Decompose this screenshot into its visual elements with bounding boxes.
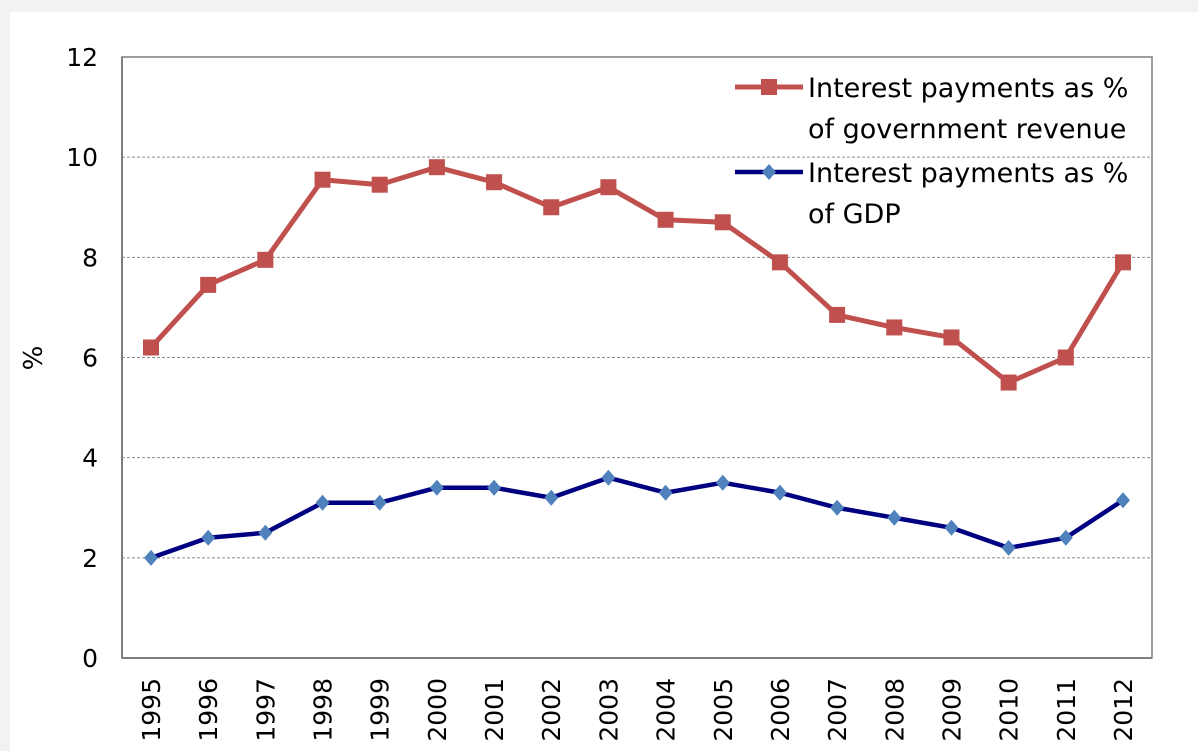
axes bbox=[121, 56, 1153, 659]
data-point bbox=[829, 306, 846, 323]
data-point bbox=[1057, 349, 1074, 366]
series-2 bbox=[144, 469, 1130, 566]
data-point bbox=[658, 484, 673, 501]
y-tick-label: 10 bbox=[66, 143, 98, 172]
y-tick-label: 12 bbox=[66, 43, 98, 72]
x-tick-label: 2010 bbox=[995, 678, 1024, 742]
legend-entry-2: Interest payments as % of GDP bbox=[735, 158, 1128, 230]
data-point bbox=[143, 339, 159, 356]
x-tick-label: 2012 bbox=[1109, 678, 1138, 742]
data-point bbox=[1116, 492, 1130, 509]
legend-marker bbox=[761, 79, 777, 95]
data-point bbox=[486, 174, 503, 191]
legend: Interest payments as % of government reve… bbox=[735, 73, 1128, 230]
x-tick-label: 2000 bbox=[423, 678, 452, 742]
series-line bbox=[149, 164, 1126, 386]
data-point bbox=[1115, 254, 1131, 271]
x-tick-label: 2004 bbox=[652, 678, 681, 742]
data-point bbox=[543, 199, 560, 216]
series-group bbox=[143, 159, 1131, 566]
data-point bbox=[1001, 539, 1016, 556]
data-point bbox=[772, 484, 787, 501]
y-tick-label: 8 bbox=[82, 243, 98, 272]
x-tick-label: 1999 bbox=[366, 678, 395, 742]
data-point bbox=[429, 479, 444, 496]
legend-marker bbox=[762, 164, 776, 180]
x-tick-label: 1995 bbox=[137, 678, 166, 742]
x-tick-labels: 1995 1996 1997 1998 1999 2000 2001 2002 2003 2004… bbox=[137, 678, 1138, 742]
gridlines bbox=[122, 156, 1152, 559]
x-tick-label: 1997 bbox=[251, 678, 280, 742]
data-point bbox=[257, 251, 274, 268]
x-tick-label: 2007 bbox=[823, 678, 852, 742]
data-point bbox=[428, 159, 445, 176]
x-tick-label: 2008 bbox=[880, 678, 909, 742]
data-point bbox=[715, 474, 730, 491]
series-line bbox=[150, 475, 1125, 560]
data-point bbox=[315, 494, 330, 511]
legend-label: of government revenue bbox=[808, 114, 1126, 145]
data-point bbox=[1058, 529, 1073, 546]
y-tick-label: 4 bbox=[82, 444, 98, 473]
y-tick-label: 6 bbox=[82, 344, 98, 373]
data-point bbox=[487, 479, 502, 496]
x-tick-label: 2005 bbox=[709, 678, 738, 742]
legend-label: Interest payments as % bbox=[808, 158, 1128, 189]
data-point bbox=[944, 519, 959, 536]
y-tick-label: 2 bbox=[82, 544, 98, 573]
data-point bbox=[201, 529, 216, 546]
data-point bbox=[601, 469, 616, 486]
y-tick-label: 0 bbox=[82, 644, 98, 673]
data-point bbox=[144, 549, 158, 566]
x-tick-label: 2003 bbox=[594, 678, 623, 742]
data-point bbox=[771, 254, 788, 271]
data-point bbox=[943, 329, 960, 346]
y-tick-labels: 0 2 4 6 8 10 12 bbox=[66, 43, 98, 673]
data-point bbox=[887, 509, 902, 526]
x-tick-label: 2006 bbox=[766, 678, 795, 742]
data-point bbox=[372, 494, 387, 511]
x-tick-label: 1998 bbox=[309, 678, 338, 742]
data-point bbox=[830, 499, 845, 516]
data-point bbox=[544, 489, 559, 506]
data-point bbox=[258, 524, 273, 541]
series-1 bbox=[143, 159, 1131, 391]
x-tick-label: 2001 bbox=[480, 678, 509, 742]
legend-label: Interest payments as % bbox=[808, 73, 1128, 104]
data-point bbox=[314, 171, 331, 188]
legend-entry-1: Interest payments as % of government reve… bbox=[735, 73, 1128, 145]
x-tick-label: 2009 bbox=[937, 678, 966, 742]
x-tick-label: 1996 bbox=[194, 678, 223, 742]
data-point bbox=[371, 176, 388, 193]
x-tick-label: 2002 bbox=[537, 678, 566, 742]
y-axis-label: % bbox=[19, 346, 49, 371]
data-point bbox=[600, 179, 617, 196]
data-point bbox=[200, 276, 217, 293]
legend-label: of GDP bbox=[808, 199, 901, 230]
data-point bbox=[886, 319, 903, 336]
data-point bbox=[1000, 374, 1017, 391]
data-point bbox=[714, 214, 731, 231]
chart-area bbox=[10, 12, 1198, 751]
x-tick-label: 2011 bbox=[1052, 678, 1081, 742]
data-point bbox=[657, 211, 674, 228]
